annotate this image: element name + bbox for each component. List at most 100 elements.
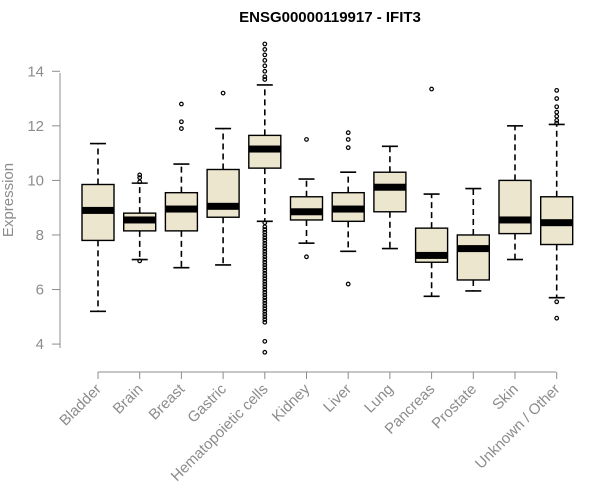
outlier-point (262, 278, 268, 284)
outlier-point (345, 130, 351, 136)
outlier-point (178, 101, 184, 107)
outlier-point (554, 315, 560, 321)
outlier-point (137, 179, 143, 185)
outlier-point (304, 254, 309, 260)
outlier-point (262, 303, 268, 309)
outlier-point (262, 287, 268, 292)
box-group (122, 172, 157, 264)
outlier-point (262, 224, 268, 230)
outlier-point (178, 119, 184, 125)
y-tick-label: 14 (27, 63, 44, 80)
y-axis-ticks: 4 6 8 10 12 14 (27, 63, 60, 353)
box-group (373, 145, 407, 250)
outlier-point (345, 281, 351, 287)
outlier-point (262, 314, 268, 320)
outlier-point (262, 254, 268, 260)
outlier-point (262, 306, 268, 312)
outlier-point (262, 257, 268, 262)
outlier-point (262, 229, 268, 235)
box-group (414, 86, 449, 298)
outlier-point (554, 299, 560, 305)
outlier-point (262, 338, 268, 344)
outlier-point (262, 268, 268, 273)
outlier-point (262, 292, 268, 298)
outlier-point (262, 311, 268, 317)
x-tick-label: Kidney (269, 380, 314, 425)
y-tick-label: 8 (36, 227, 44, 244)
outlier-point (137, 258, 143, 264)
box-group (206, 90, 240, 266)
chart-title: ENSG00000119917 - IFIT3 (239, 9, 421, 26)
x-tick-label: Skin (489, 381, 522, 414)
outlier-point (262, 47, 268, 52)
box-group (331, 130, 365, 287)
outlier-point (137, 175, 143, 181)
outlier-point (429, 86, 435, 92)
box-group (248, 41, 282, 355)
outlier-point (262, 276, 268, 282)
y-tick-label: 6 (36, 282, 44, 299)
outlier-point (345, 137, 351, 142)
outlier-point (304, 137, 309, 142)
outlier-point (554, 87, 560, 93)
outlier-point (554, 120, 560, 126)
outlier-point (262, 240, 268, 246)
outlier-point (262, 68, 268, 74)
outlier-point (262, 349, 268, 355)
outlier-point (262, 281, 268, 287)
iqr-box (206, 168, 240, 218)
median-line (248, 145, 281, 153)
outlier-point (262, 300, 268, 306)
x-tick-label: Breast (146, 380, 189, 423)
outlier-point (262, 41, 268, 47)
outlier-point (262, 319, 268, 325)
x-tick-label: Lung (361, 381, 397, 417)
box-group (289, 137, 324, 260)
outlier-point (262, 289, 268, 295)
median-line (499, 216, 531, 224)
x-tick-label: Prostate (429, 381, 481, 433)
outlier-point (262, 270, 268, 276)
box-group (81, 142, 115, 313)
box-group (498, 125, 532, 261)
outlier-point (262, 308, 268, 314)
outlier-point (262, 317, 268, 322)
outlier-point (137, 172, 143, 178)
x-tick-label: Liver (320, 381, 355, 416)
outlier-point (262, 220, 268, 226)
outlier-point (262, 295, 268, 301)
outlier-point (262, 77, 268, 82)
outlier-point (262, 63, 268, 69)
box-group (456, 187, 490, 292)
median-line (207, 202, 240, 210)
outlier-point (262, 246, 268, 252)
boxes-layer (81, 41, 574, 355)
outlier-point (262, 284, 268, 290)
iqr-box (456, 234, 490, 281)
x-tick-label: Brain (110, 381, 147, 418)
outlier-point (262, 243, 268, 249)
outlier-point (262, 74, 268, 80)
y-tick-label: 12 (27, 118, 44, 135)
outlier-point (345, 145, 351, 151)
box-group (540, 87, 574, 321)
outlier-point (262, 251, 268, 257)
median-line (457, 245, 490, 253)
outlier-point (554, 117, 560, 123)
iqr-box (498, 179, 532, 235)
outlier-point (554, 96, 560, 101)
median-line (540, 219, 573, 227)
outlier-point (262, 235, 268, 241)
y-axis-label: Expression (0, 163, 17, 237)
median-line (123, 216, 156, 224)
outlier-point (262, 57, 268, 63)
outlier-point (262, 262, 268, 268)
outlier-point (262, 298, 268, 303)
outlier-point (262, 273, 268, 279)
outlier-point (220, 90, 226, 96)
median-line (415, 251, 448, 259)
outlier-point (554, 113, 560, 119)
outlier-point (554, 109, 560, 115)
